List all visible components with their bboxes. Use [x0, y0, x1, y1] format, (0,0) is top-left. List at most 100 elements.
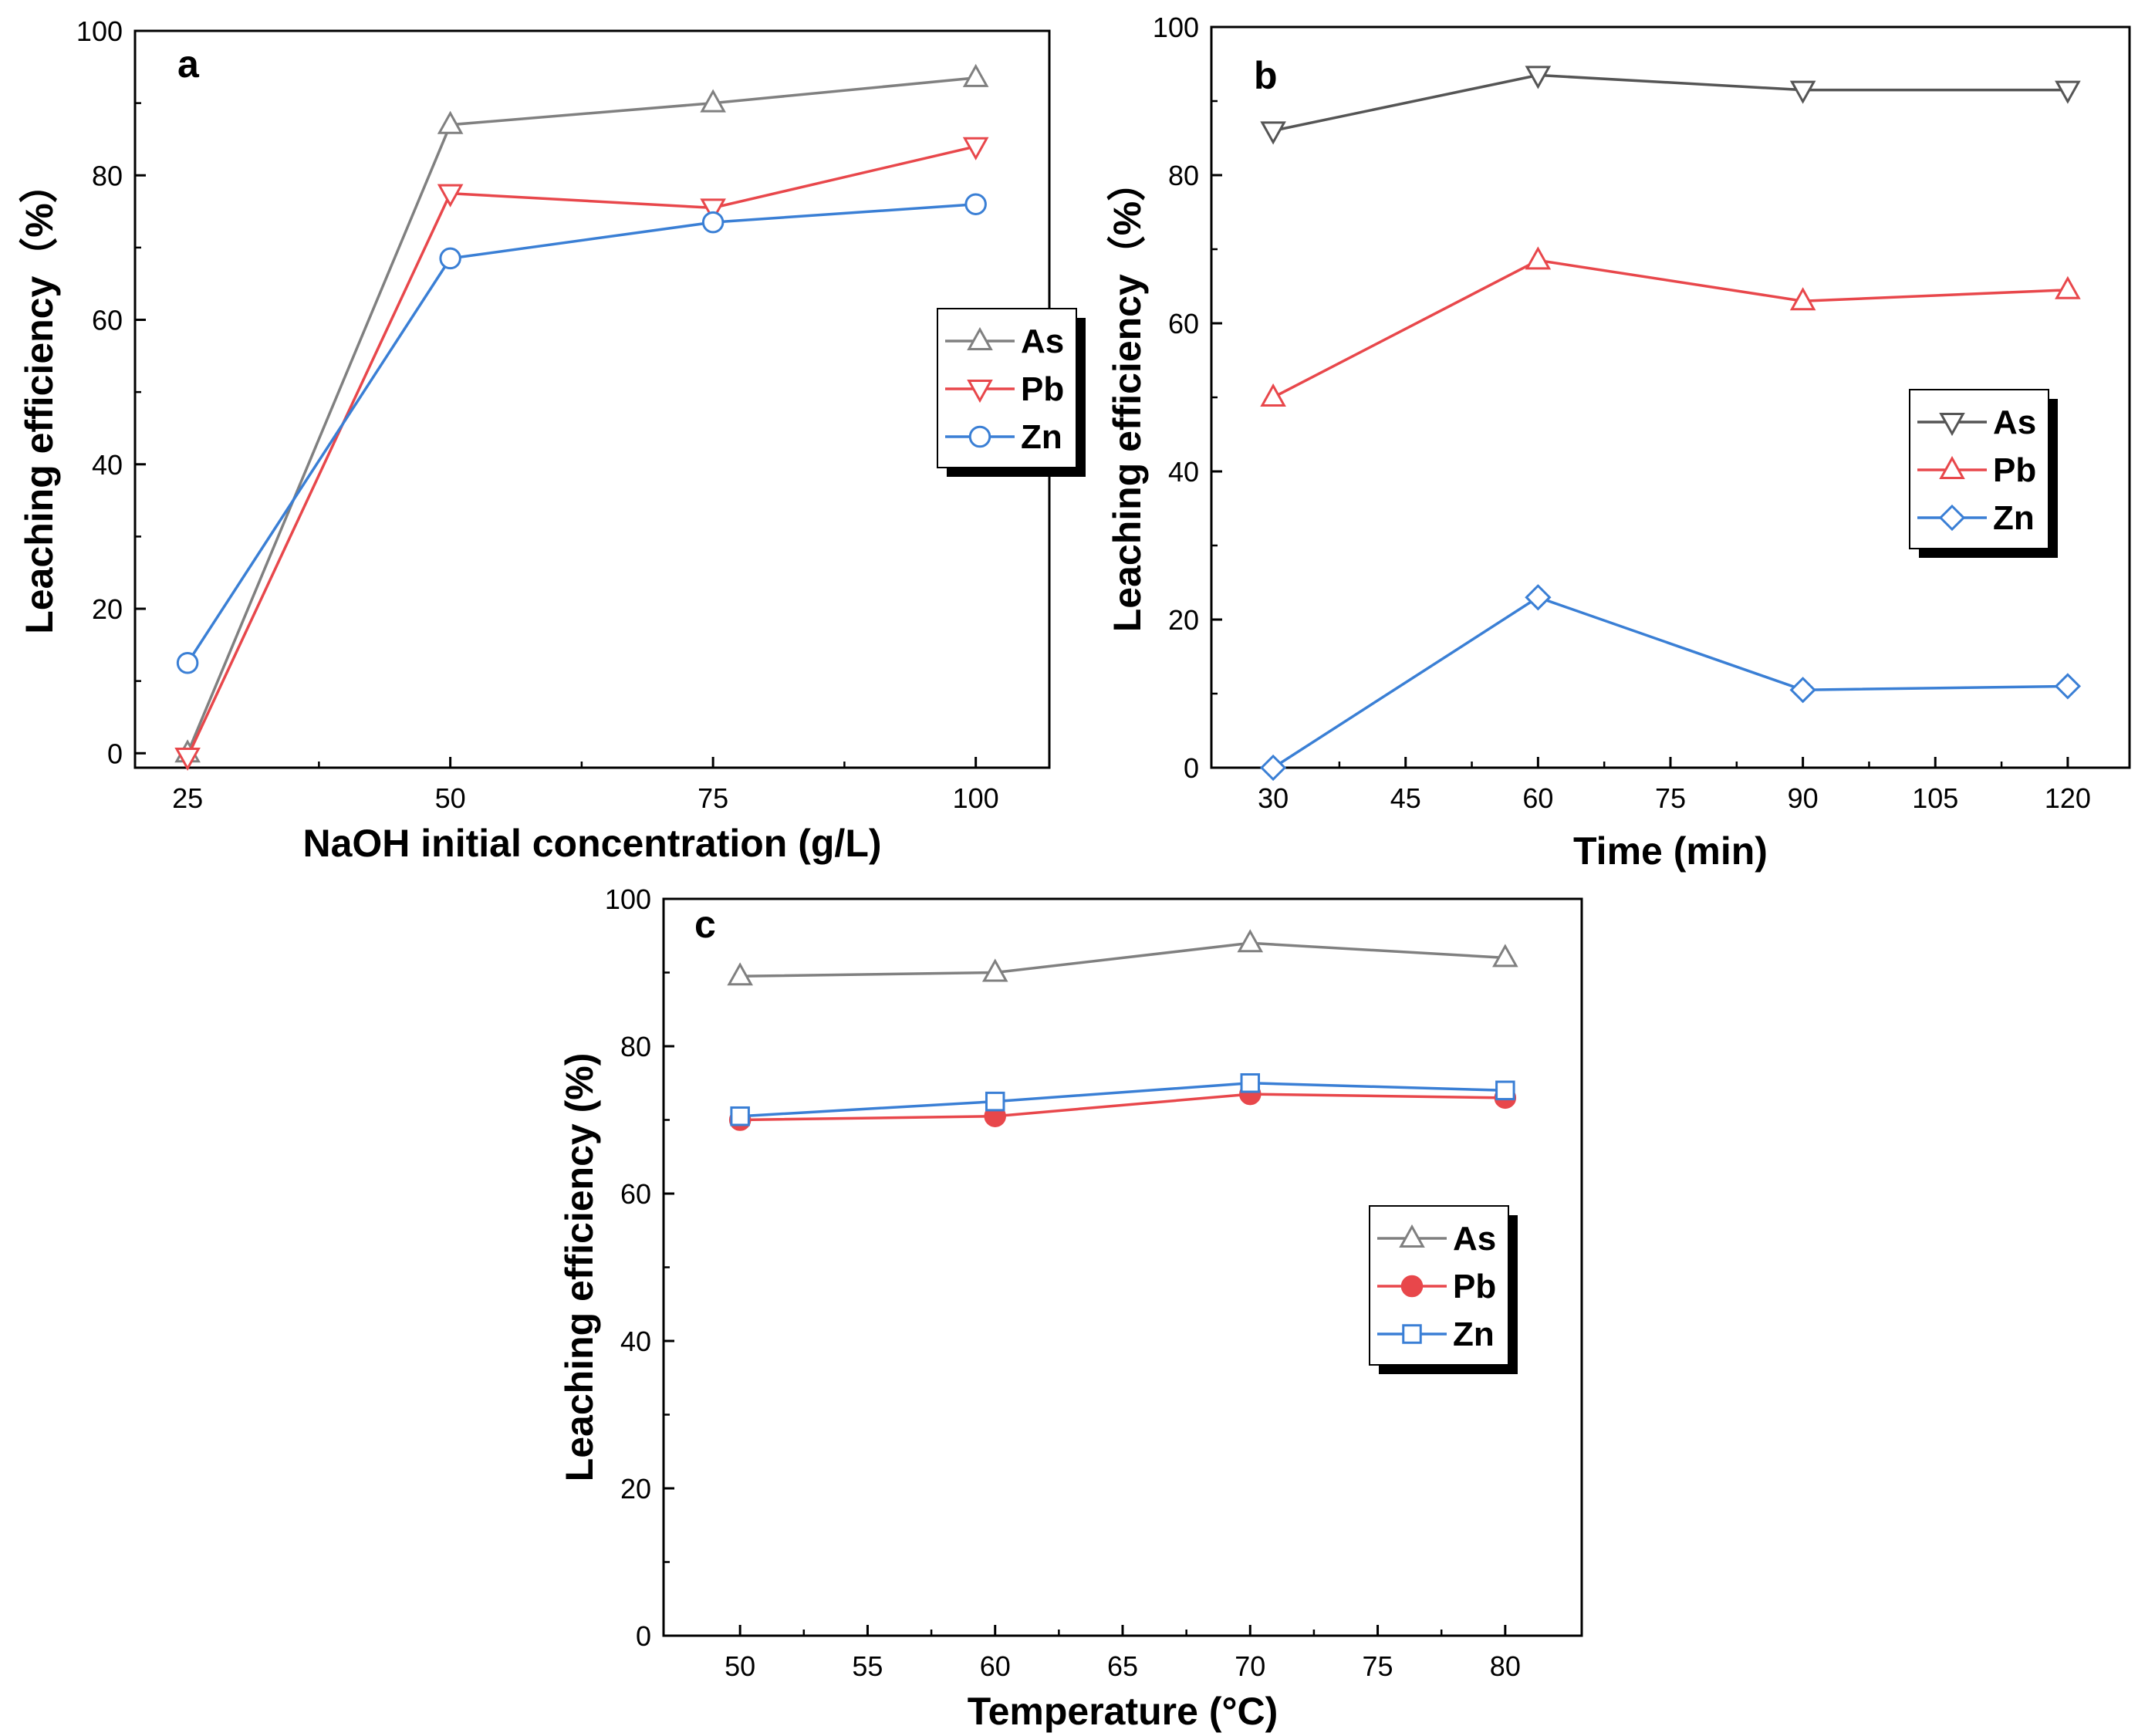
panel-tag: a: [177, 42, 200, 86]
x-tick-label: 50: [725, 1650, 755, 1682]
data-point: [700, 89, 726, 113]
series-line: [740, 1093, 1505, 1122]
legend-label: Pb: [1453, 1268, 1496, 1305]
x-tick-label: 70: [1235, 1650, 1265, 1682]
x-tick-label: 25: [172, 782, 203, 814]
data-point: [1525, 66, 1552, 90]
y-tick-label: 80: [620, 1031, 651, 1062]
y-tick-label: 60: [1168, 308, 1199, 339]
y-tick-label: 100: [605, 883, 651, 915]
legend-marker: [1399, 1224, 1425, 1248]
data-point: [962, 63, 989, 87]
y-tick-label: 80: [92, 160, 123, 191]
x-tick-label: 60: [1522, 782, 1553, 814]
legend-marker: [967, 326, 993, 350]
legend: As Pb Zn: [1369, 1205, 1518, 1374]
data-point: [1260, 121, 1286, 145]
x-tick-label: 55: [852, 1650, 883, 1682]
data-point: [1525, 246, 1552, 270]
y-tick-label: 20: [620, 1473, 651, 1505]
series-line: [186, 145, 977, 758]
panel-tag: c: [694, 903, 716, 946]
data-point: [1259, 754, 1287, 782]
data-point: [1789, 677, 1816, 704]
x-tick-label: 65: [1107, 1650, 1138, 1682]
data-point: [2055, 275, 2081, 299]
data-point: [964, 193, 987, 215]
legend-marker: [1939, 455, 1965, 479]
y-tick-label: 20: [1168, 604, 1199, 636]
series-as: [1260, 66, 2081, 145]
y-tick-label: 40: [1168, 456, 1199, 488]
data-point: [1492, 944, 1518, 968]
x-tick-label: 30: [1258, 782, 1289, 814]
x-tick-label: 75: [698, 782, 728, 814]
data-point: [985, 1091, 1005, 1112]
x-tick-label: 60: [980, 1650, 1011, 1682]
data-point: [962, 137, 989, 160]
data-point: [2054, 673, 2082, 700]
data-point: [1789, 287, 1816, 311]
series-line: [740, 941, 1505, 978]
x-tick-label: 100: [953, 782, 999, 814]
x-tick-label: 50: [435, 782, 466, 814]
data-point: [1525, 584, 1552, 611]
data-point: [730, 1106, 750, 1126]
chart-panel-b: 0 20 40 60 80 100 30 45 60 75 90 105 120 Time (min) Le…: [1106, 12, 2131, 873]
x-axis-label: Time (min): [1573, 829, 1768, 873]
legend-label: As: [1021, 323, 1064, 360]
legend-label: As: [1993, 404, 2036, 441]
chart-panel-c: 0 20 40 60 80 100 50 55 60 65 70 75 80 Temperature (°…: [558, 883, 1583, 1733]
data-point: [727, 962, 753, 986]
y-tick-label: 0: [1184, 752, 1199, 784]
plot-frame: [133, 29, 1051, 769]
series-zn: [730, 1073, 1515, 1126]
data-point: [1495, 1080, 1515, 1101]
x-tick-label: 75: [1363, 1650, 1393, 1682]
legend-marker: [1939, 413, 1965, 437]
data-point: [1789, 80, 1816, 104]
data-point: [439, 247, 461, 270]
series-line: [1272, 73, 2068, 133]
series-zn: [1259, 584, 2082, 782]
data-point: [700, 198, 726, 222]
y-tick-label: 0: [107, 738, 123, 769]
y-tick-label: 60: [620, 1178, 651, 1210]
chart-panel-a: 0 20 40 60 80 100 25 50 75 100 NaOH initial concen…: [18, 15, 1086, 865]
y-tick-label: 100: [1153, 12, 1199, 43]
series-pb: [174, 137, 989, 772]
series-line: [186, 76, 976, 754]
x-tick-label: 75: [1655, 782, 1686, 814]
series-as: [727, 929, 1518, 986]
legend-label: Zn: [1021, 418, 1062, 456]
legend: As Pb Zn: [937, 308, 1086, 477]
y-tick-label: 0: [636, 1620, 651, 1652]
legend-label: Pb: [1021, 370, 1064, 408]
x-tick-label: 105: [1912, 782, 1958, 814]
series-pb: [1260, 246, 2081, 407]
y-tick-label: 60: [92, 305, 123, 336]
legend-label: Zn: [1993, 499, 2035, 537]
data-point: [1237, 929, 1264, 953]
legend: As Pb Zn: [1909, 389, 2058, 558]
legend-label: Zn: [1453, 1316, 1495, 1353]
x-tick-label: 120: [2045, 782, 2091, 814]
data-point: [1240, 1073, 1261, 1093]
y-tick-label: 40: [620, 1326, 651, 1357]
y-tick-label: 80: [1168, 160, 1199, 191]
legend-label: As: [1453, 1220, 1496, 1258]
panel-tag: b: [1254, 54, 1278, 97]
y-axis-label: Leaching efficiency（%）: [1106, 163, 1149, 633]
series-line: [740, 1081, 1505, 1118]
data-point: [174, 747, 201, 772]
series-line: [1272, 258, 2068, 399]
y-tick-label: 100: [76, 15, 123, 47]
data-point: [176, 651, 199, 674]
x-axis-label: NaOH initial concentration (g/L): [302, 822, 881, 865]
legend-label: Pb: [1993, 451, 2036, 489]
series-line: [186, 202, 976, 664]
x-tick-label: 80: [1490, 1650, 1521, 1682]
data-point: [2055, 80, 2081, 104]
legend-marker: [968, 425, 991, 448]
